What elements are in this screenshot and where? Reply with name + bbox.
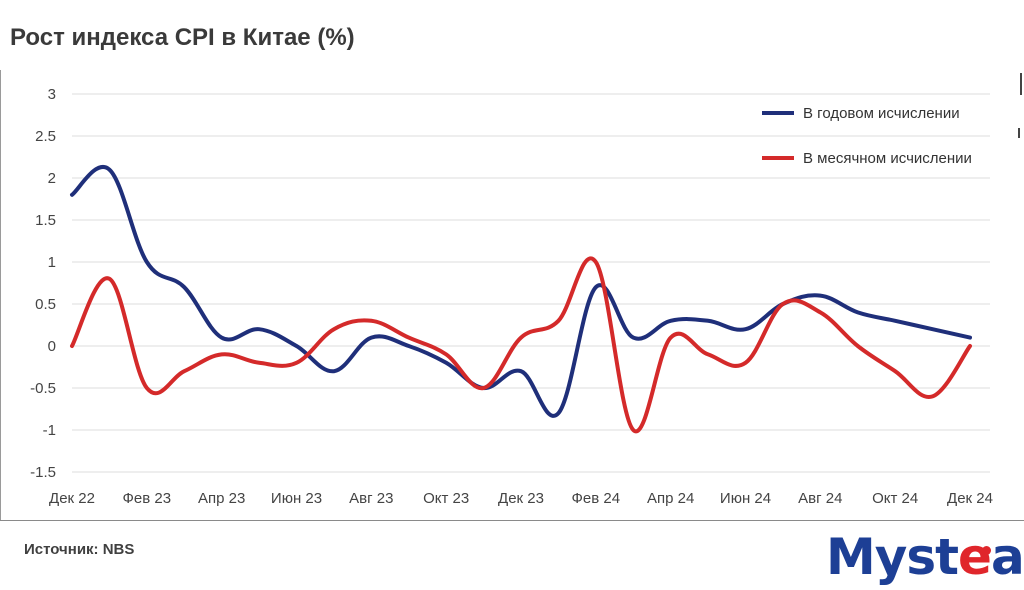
chart-title: Рост индекса CPI в Китае (%)	[10, 24, 355, 51]
logo-dot-icon	[982, 546, 991, 555]
source-note: Источник: NBS	[24, 541, 135, 558]
y-tick-label: 0.5	[35, 296, 56, 313]
y-tick-label: 0	[48, 338, 56, 355]
edge-mark-top	[1020, 73, 1022, 95]
line-chart: 3 2.5 2 1.5 1 0.5 0 -0.5 -1 -1.5 Дек 22 Фев 23 Апр …	[30, 86, 993, 507]
logo-text-start: Myst	[826, 528, 959, 586]
y-tick-label: 1.5	[35, 212, 56, 229]
x-tick-label: Июн 23	[271, 490, 322, 507]
x-tick-label: Авг 24	[798, 490, 842, 507]
x-tick-label: Окт 23	[423, 490, 469, 507]
y-tick-label: -0.5	[30, 380, 56, 397]
y-tick-label: 1	[48, 254, 56, 271]
mysteel-logo: Mysteal	[826, 528, 1024, 586]
y-tick-label: 3	[48, 86, 56, 103]
y-axis-ticks: 3 2.5 2 1.5 1 0.5 0 -0.5 -1 -1.5	[30, 86, 56, 481]
x-tick-label: Дек 23	[498, 490, 544, 507]
x-tick-label: Фев 23	[123, 490, 172, 507]
x-tick-label: Окт 24	[872, 490, 918, 507]
y-tick-label: -1.5	[30, 464, 56, 481]
y-tick-label: 2.5	[35, 128, 56, 145]
logo-text-end: al	[990, 528, 1024, 586]
logo-text-accent: e	[958, 528, 992, 586]
frame-bottom-border	[0, 520, 1024, 521]
x-tick-label: Апр 23	[198, 490, 245, 507]
series-line-yoy	[70, 165, 972, 418]
series-line-mom	[70, 256, 972, 434]
x-tick-label: Дек 24	[947, 490, 993, 507]
y-tick-label: -1	[43, 422, 56, 439]
x-axis-ticks: Дек 22 Фев 23 Апр 23 Июн 23 Авг 23 Окт 23 Дек …	[49, 490, 993, 507]
x-tick-label: Апр 24	[647, 490, 694, 507]
legend-label: В годовом исчислении	[803, 105, 960, 122]
y-tick-label: 2	[48, 170, 56, 187]
frame-left-border	[0, 70, 1, 520]
x-tick-label: Дек 22	[49, 490, 95, 507]
x-tick-label: Июн 24	[720, 490, 771, 507]
x-tick-label: Авг 23	[349, 490, 393, 507]
series-lines	[70, 165, 972, 434]
legend: В годовом исчислении В месячном исчислени…	[762, 105, 972, 167]
edge-mark-small	[1018, 128, 1020, 138]
x-tick-label: Фев 24	[572, 490, 621, 507]
grid-lines	[72, 93, 990, 473]
legend-label: В месячном исчислении	[803, 150, 972, 167]
